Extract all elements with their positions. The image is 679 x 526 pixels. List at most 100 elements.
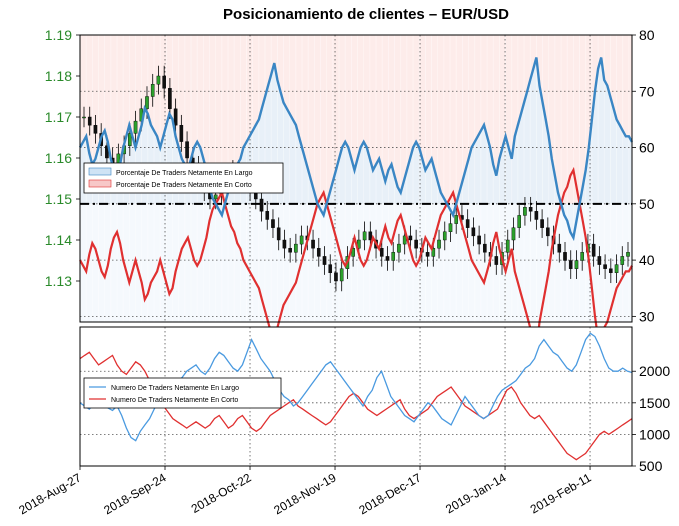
candle-down bbox=[265, 211, 270, 220]
series-long-percent-line bbox=[78, 57, 634, 242]
candle-down bbox=[546, 227, 550, 237]
x-tick-label: 2018-Aug-27 bbox=[16, 470, 83, 517]
candle-down bbox=[328, 264, 333, 274]
candle-down bbox=[322, 256, 327, 265]
right-tick-label: 70 bbox=[639, 83, 655, 99]
candle-down bbox=[162, 75, 166, 89]
candle-up bbox=[505, 239, 510, 253]
candle-down bbox=[477, 235, 481, 245]
candle-up bbox=[133, 120, 138, 134]
candle-down bbox=[276, 227, 281, 241]
left-tick-label: 1.13 bbox=[45, 273, 72, 289]
candle-down bbox=[563, 252, 567, 261]
long-zone-fill bbox=[80, 203, 632, 322]
candle-down bbox=[271, 219, 275, 228]
chart-title: Posicionamiento de clientes – EUR/USD bbox=[223, 6, 509, 23]
candle-down bbox=[603, 264, 607, 269]
candle-up bbox=[156, 75, 161, 85]
x-tick-label: 2018-Sep-24 bbox=[101, 470, 168, 517]
candle-down bbox=[179, 124, 184, 142]
candle-up bbox=[339, 268, 344, 282]
candle-up bbox=[145, 96, 149, 110]
x-tick-label: 2018-Oct-22 bbox=[189, 470, 254, 516]
candle-down bbox=[87, 116, 92, 126]
legend-short-swatch bbox=[88, 179, 112, 188]
candle-up bbox=[620, 256, 625, 265]
legend-num-long-label: Numero De Traders Netamente En Largo bbox=[111, 385, 239, 392]
candle-down bbox=[334, 272, 338, 282]
candle-up bbox=[511, 227, 516, 241]
legend-long-swatch bbox=[88, 167, 112, 176]
candle-down bbox=[494, 256, 499, 265]
left-tick-label: 1.15 bbox=[45, 191, 72, 207]
candle-down bbox=[316, 247, 321, 257]
candle-down bbox=[173, 108, 178, 126]
candle-up bbox=[442, 231, 447, 241]
left-tick-label: 1.18 bbox=[45, 68, 72, 84]
right-tick-label: 1500 bbox=[639, 395, 670, 411]
candle-up bbox=[437, 239, 441, 249]
candle-up bbox=[614, 264, 619, 274]
right-tick-label: 2000 bbox=[639, 363, 670, 379]
candle-down bbox=[185, 141, 189, 159]
top-plot-frame bbox=[79, 34, 633, 323]
candle-down bbox=[568, 260, 573, 269]
series-short-percent-line bbox=[79, 166, 633, 351]
candle-down bbox=[408, 235, 413, 241]
candle-up bbox=[580, 252, 584, 261]
candle-up bbox=[213, 194, 218, 200]
candle-down bbox=[282, 239, 287, 249]
candle-up bbox=[397, 243, 401, 253]
candle-down bbox=[465, 219, 470, 228]
candle-up bbox=[294, 243, 298, 253]
candle-up bbox=[626, 252, 630, 257]
candle-down bbox=[591, 243, 596, 257]
candle-down bbox=[597, 256, 602, 265]
candle-down bbox=[368, 231, 373, 241]
legend-top: Porcentaje De Traders Netamente En Largo… bbox=[83, 162, 284, 194]
candle-up bbox=[128, 133, 132, 146]
candle-down bbox=[259, 198, 264, 212]
candle-down bbox=[311, 239, 315, 249]
candle-down bbox=[425, 252, 430, 257]
candle-down bbox=[557, 243, 562, 253]
legend-short-label: Porcentaje De Traders Netamente En Corto bbox=[116, 182, 252, 189]
long-area-fill bbox=[80, 57, 632, 238]
top-panel: 1.13 1.14 1.15 1.16 1.17 1.18 1.19 30 40 50 60 70 80 bbox=[45, 27, 655, 351]
right-tick-label: 1000 bbox=[639, 426, 670, 442]
left-tick-label: 1.17 bbox=[45, 109, 72, 125]
candle-up bbox=[362, 231, 367, 241]
left-tick-label: 1.19 bbox=[45, 27, 72, 43]
candle-up bbox=[523, 206, 527, 216]
candle-down bbox=[471, 227, 476, 237]
candle-down bbox=[168, 88, 172, 110]
x-tick-label: 2018-Nov-19 bbox=[271, 470, 338, 517]
legend-long-label: Porcentaje De Traders Netamente En Largo bbox=[116, 170, 253, 177]
candle-down bbox=[385, 256, 390, 261]
candle-up bbox=[448, 223, 453, 233]
legend-num-short-label: Numero De Traders Netamente En Corto bbox=[111, 397, 238, 404]
candle-down bbox=[540, 219, 544, 228]
series-short-count-line bbox=[79, 351, 633, 461]
candle-down bbox=[379, 247, 384, 257]
candle-down bbox=[483, 243, 487, 253]
candle-up bbox=[299, 235, 304, 245]
candle-up bbox=[391, 252, 396, 261]
right-tick-label: 60 bbox=[639, 140, 655, 156]
candle-down bbox=[288, 247, 292, 253]
candle-down bbox=[528, 206, 533, 212]
candle-down bbox=[534, 211, 539, 220]
candle-down bbox=[609, 268, 613, 274]
left-tick-label: 1.14 bbox=[45, 232, 72, 248]
candle-up bbox=[517, 215, 521, 228]
right-tick-label: 500 bbox=[639, 458, 663, 474]
legend-bottom: Numero De Traders Netamente En Largo Num… bbox=[83, 377, 282, 409]
x-tick-label: 2019-Feb-11 bbox=[528, 470, 594, 516]
candle-up bbox=[574, 260, 579, 269]
right-tick-label: 30 bbox=[639, 308, 655, 324]
x-tick-label: 2019-Jan-14 bbox=[443, 470, 509, 516]
left-tick-label: 1.16 bbox=[45, 150, 72, 166]
bottom-plot-frame bbox=[79, 326, 633, 467]
